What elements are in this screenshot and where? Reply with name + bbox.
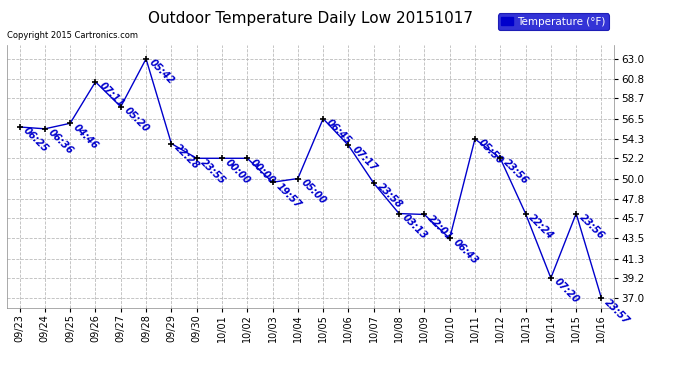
Text: 06:36: 06:36 [46,128,75,156]
Text: 23:57: 23:57 [603,297,632,326]
Text: Copyright 2015 Cartronics.com: Copyright 2015 Cartronics.com [7,31,138,40]
Text: 00:00: 00:00 [224,157,253,186]
Text: 23:56: 23:56 [578,212,607,241]
Text: 22:28: 22:28 [172,142,201,171]
Text: 22:24: 22:24 [527,212,556,241]
Text: 00:00: 00:00 [248,157,277,186]
Text: 23:55: 23:55 [198,157,227,186]
Text: 23:56: 23:56 [502,157,531,186]
Text: 07:17: 07:17 [350,144,379,173]
Text: Outdoor Temperature Daily Low 20151017: Outdoor Temperature Daily Low 20151017 [148,11,473,26]
Text: 04:46: 04:46 [72,122,101,151]
Text: 05:50: 05:50 [476,138,505,166]
Text: 03:13: 03:13 [400,212,429,241]
Text: 05:00: 05:00 [299,177,328,206]
Text: 19:57: 19:57 [274,181,303,210]
Text: 05:20: 05:20 [122,105,151,134]
Text: 06:25: 06:25 [21,126,50,154]
Text: 07:20: 07:20 [552,277,581,306]
Text: 06:43: 06:43 [451,237,480,266]
Text: 07:11: 07:11 [97,81,126,110]
Text: 06:45: 06:45 [324,117,353,146]
Text: 05:42: 05:42 [148,57,177,86]
Text: 22:01: 22:01 [426,213,455,242]
Text: 23:58: 23:58 [375,182,404,211]
Legend: Temperature (°F): Temperature (°F) [497,13,609,30]
